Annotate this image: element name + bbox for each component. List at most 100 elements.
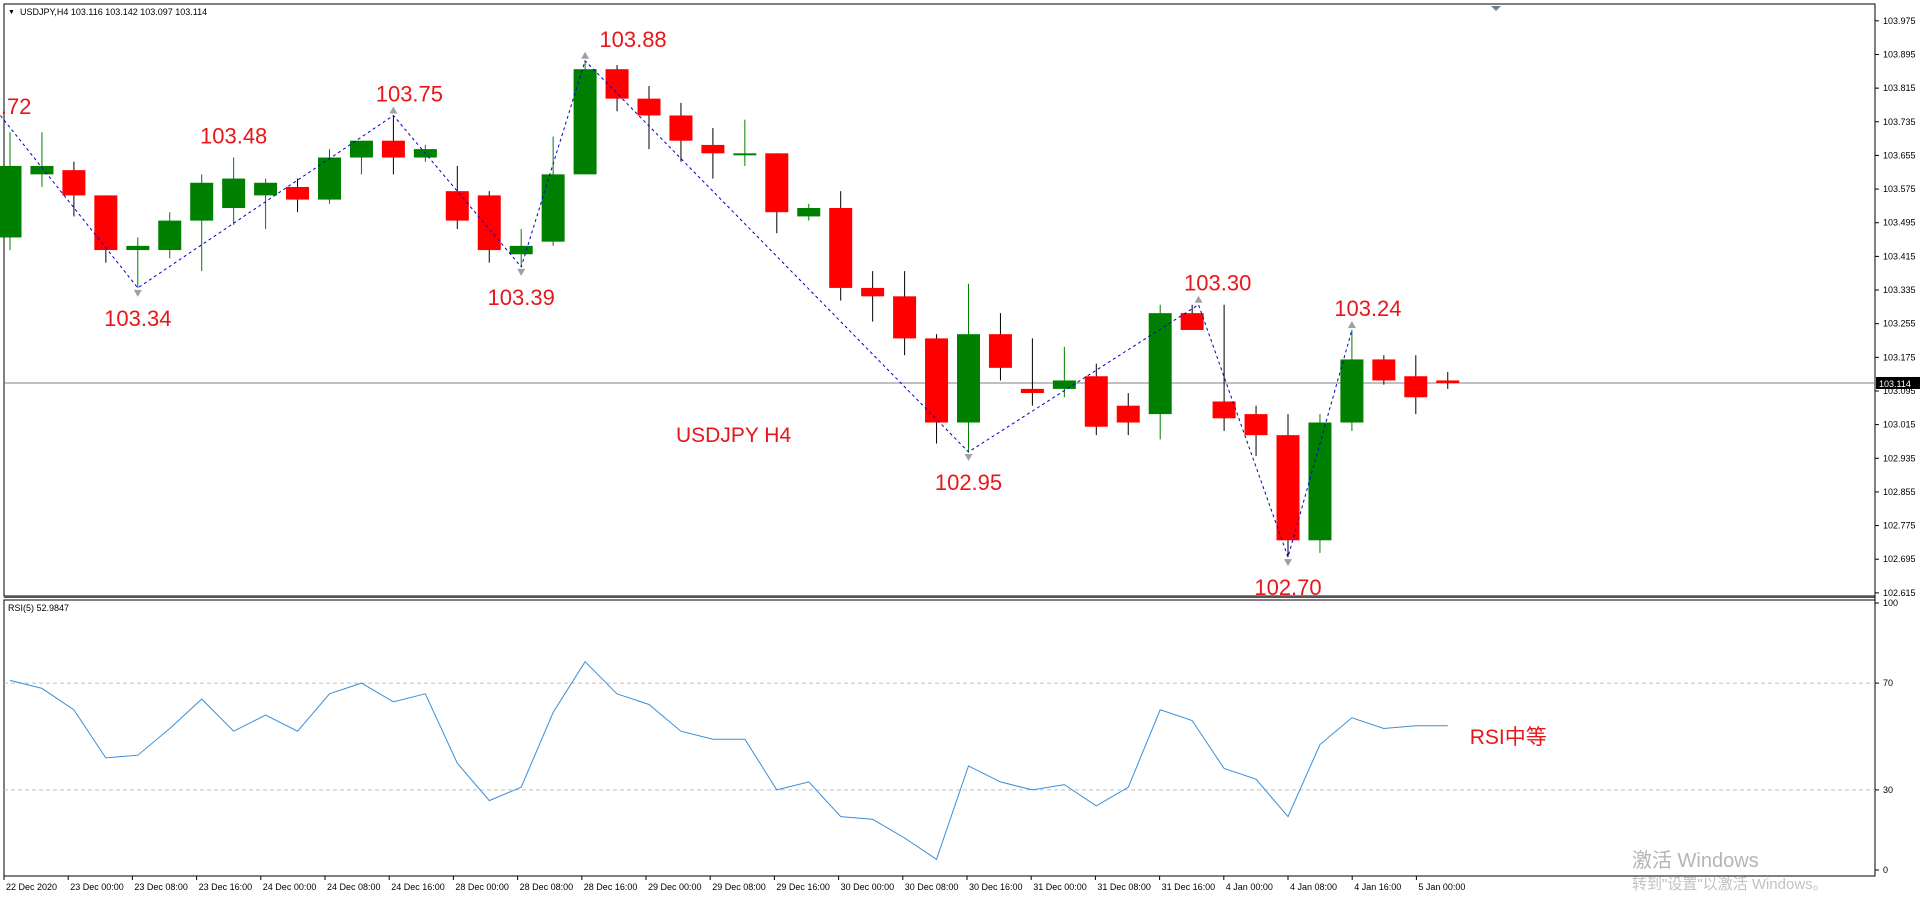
candle-body-bull[interactable] [797,208,821,217]
candle-body-bear[interactable] [1244,414,1268,436]
candle-body-bull[interactable] [1308,422,1332,541]
rsi-tick-label: 70 [1883,678,1893,688]
candle-body-bear[interactable] [1436,380,1460,383]
price-annotation: 103.48 [200,124,267,149]
rsi-info: RSI(5) 52.9847 [8,603,69,613]
current-price-label: 103.114 [1879,379,1911,389]
price-tick-label: 102.695 [1883,554,1916,564]
pivot-marker-icon [1284,559,1292,567]
pivot-marker-icon [133,289,142,297]
candle-body-bull[interactable] [0,165,22,238]
candle-body-bull[interactable] [254,182,278,196]
candle-body-bull[interactable] [573,69,597,175]
candle-body-bear[interactable] [701,144,725,154]
time-axis-label: 31 Dec 16:00 [1162,882,1216,892]
time-axis-label: 4 Jan 00:00 [1226,882,1273,892]
dropdown-arrow-icon: ▼ [8,9,15,16]
rsi-line [9,660,1448,861]
price-tick-label: 103.655 [1883,150,1916,160]
candle-body-bull[interactable] [190,182,214,221]
candle-body-bear[interactable] [381,140,405,158]
candle-body-bear[interactable] [1276,435,1300,541]
price-tick-label: 103.575 [1883,184,1916,194]
time-axis-label: 29 Dec 16:00 [776,882,830,892]
candle-body-bull[interactable] [733,153,757,156]
candle-body-bear[interactable] [1084,376,1108,427]
scroll-marker-icon[interactable] [1491,6,1501,11]
candle-body-bear[interactable] [1212,401,1236,419]
candle-body-bull[interactable] [126,245,150,251]
candle-body-bear[interactable] [477,195,501,251]
price-tick-label: 102.935 [1883,453,1916,463]
price-tick-label: 103.255 [1883,319,1916,329]
candle-body-bear[interactable] [1116,405,1140,423]
candle-body-bear[interactable] [605,69,629,99]
candle-body-bear[interactable] [286,186,310,200]
candle-body-bear[interactable] [1020,388,1044,394]
candle-body-bear[interactable] [925,338,949,423]
candle-body-bear[interactable] [669,115,693,141]
price-annotation: 103.24 [1334,296,1401,321]
price-panel[interactable] [3,3,1876,597]
candle-body-bear[interactable] [829,208,853,288]
time-axis-label: 23 Dec 00:00 [70,882,124,892]
price-tick-label: 103.095 [1883,386,1916,396]
candle-body-bull[interactable] [957,334,980,423]
time-axis-label: 24 Dec 16:00 [391,882,445,892]
candle-body-bear[interactable] [1180,313,1204,330]
pivot-marker-icon [389,106,398,114]
price-tick-label: 103.815 [1883,83,1916,93]
price-tick-label: 103.175 [1883,352,1916,362]
candle-body-bull[interactable] [349,140,373,158]
time-axis-label: 28 Dec 00:00 [455,882,509,892]
candle-body-bull[interactable] [158,220,182,251]
candle-body-bear[interactable] [1372,359,1396,381]
time-axis-label: 29 Dec 08:00 [712,882,766,892]
price-annotation: 102.95 [935,470,1002,495]
zigzag-line [0,59,1353,559]
candle-body-bull[interactable] [30,165,54,175]
candle-body-bear[interactable] [62,170,86,196]
candle-body-bull[interactable] [509,245,533,255]
rsi-tick-label: 30 [1883,785,1893,795]
activation-watermark: 激活 Windows [1632,849,1759,872]
price-tick-label: 103.335 [1883,285,1916,295]
candle-body-bear[interactable] [1404,376,1428,398]
pivot-marker-icon [517,268,526,276]
candle-body-bull[interactable] [1052,380,1076,389]
price-tick-label: 103.495 [1883,218,1916,228]
price-annotation: 103.88 [599,27,666,52]
price-tick-label: 103.735 [1883,117,1916,127]
candle-body-bear[interactable] [861,287,885,297]
current-price-box [1876,376,1920,389]
price-tick-label: 102.855 [1883,487,1916,497]
rsi-tick-label: 100 [1883,598,1898,608]
price-annotation: 3.72 [0,94,31,119]
candle-body-bear[interactable] [893,296,917,339]
rsi-panel[interactable] [3,599,1876,877]
symbol-info: USDJPY,H4 103.116 103.142 103.097 103.11… [20,7,207,17]
price-annotation: 102.70 [1254,575,1321,600]
candle-body-bear[interactable] [988,334,1012,368]
candle-body-bear[interactable] [94,195,118,251]
pivot-marker-icon [1194,295,1203,303]
candle-body-bull[interactable] [541,174,565,242]
candle-body-bull[interactable] [318,157,341,200]
time-axis-label: 24 Dec 08:00 [327,882,381,892]
time-axis-label: 23 Dec 16:00 [199,882,253,892]
price-tick-label: 103.415 [1883,251,1916,261]
time-axis-label: 30 Dec 00:00 [841,882,895,892]
pivot-marker-icon [581,51,590,59]
time-axis-label: 30 Dec 16:00 [969,882,1023,892]
candle-body-bear[interactable] [445,191,469,221]
candle-body-bear[interactable] [765,153,789,213]
time-axis-label: 4 Jan 16:00 [1354,882,1401,892]
time-axis-label: 23 Dec 08:00 [134,882,188,892]
candle-body-bull[interactable] [1148,313,1172,415]
candle-body-bull[interactable] [222,178,246,209]
time-axis-label: 4 Jan 08:00 [1290,882,1337,892]
candle-body-bull[interactable] [1340,359,1364,423]
candle-body-bear[interactable] [637,98,661,116]
